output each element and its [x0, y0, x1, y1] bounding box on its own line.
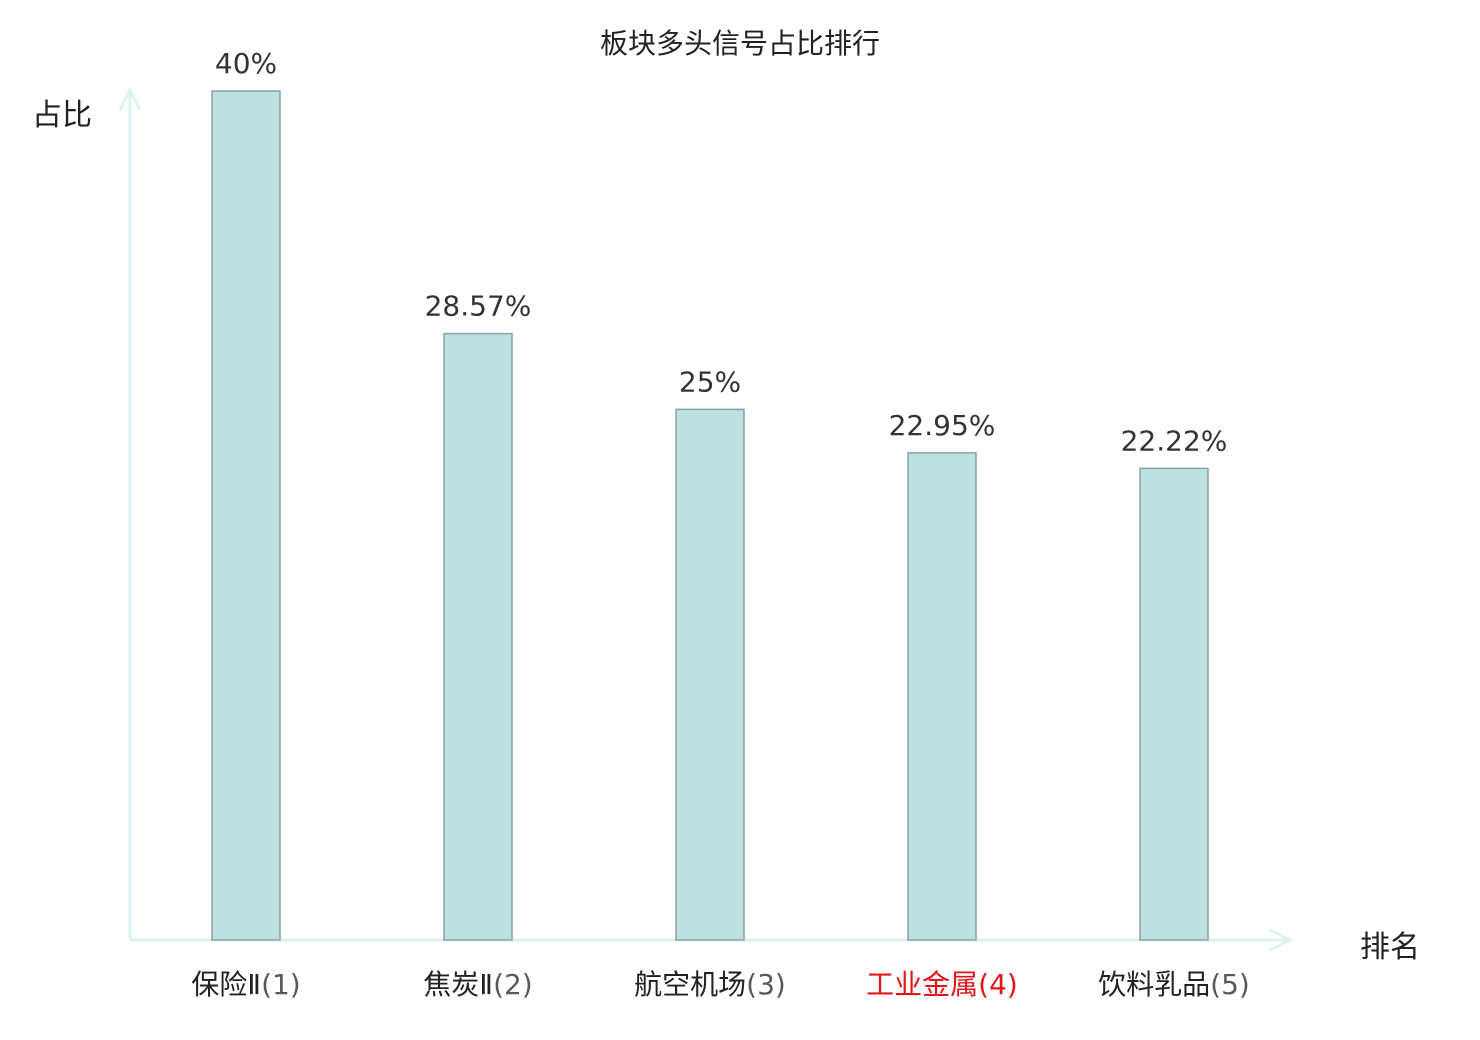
y-axis-arrow [118, 86, 142, 111]
data-label: 40% [215, 47, 277, 80]
x-tick-label: 航空机场(3) [634, 968, 786, 1001]
data-label: 28.57% [425, 290, 532, 323]
x-tick-label: 饮料乳品(5) [1098, 968, 1250, 1001]
bar [907, 452, 977, 941]
data-label: 22.22% [1121, 424, 1228, 457]
x-axis-label: 排名 [1360, 930, 1420, 965]
chart-title: 板块多头信号占比排行 [599, 27, 880, 60]
bar [211, 90, 281, 941]
x-tick-label: 保险Ⅱ(1) [191, 968, 300, 1001]
x-axis-arrow [1269, 928, 1294, 952]
bar [443, 332, 513, 941]
data-label: 22.95% [889, 409, 996, 442]
bar [675, 408, 745, 941]
x-tick-label: 焦炭Ⅱ(2) [423, 968, 532, 1001]
bar [1139, 467, 1209, 941]
x-tick-label: 工业金属(4) [866, 968, 1018, 1001]
y-axis-label: 占比 [32, 98, 92, 133]
data-label: 25% [679, 365, 741, 398]
